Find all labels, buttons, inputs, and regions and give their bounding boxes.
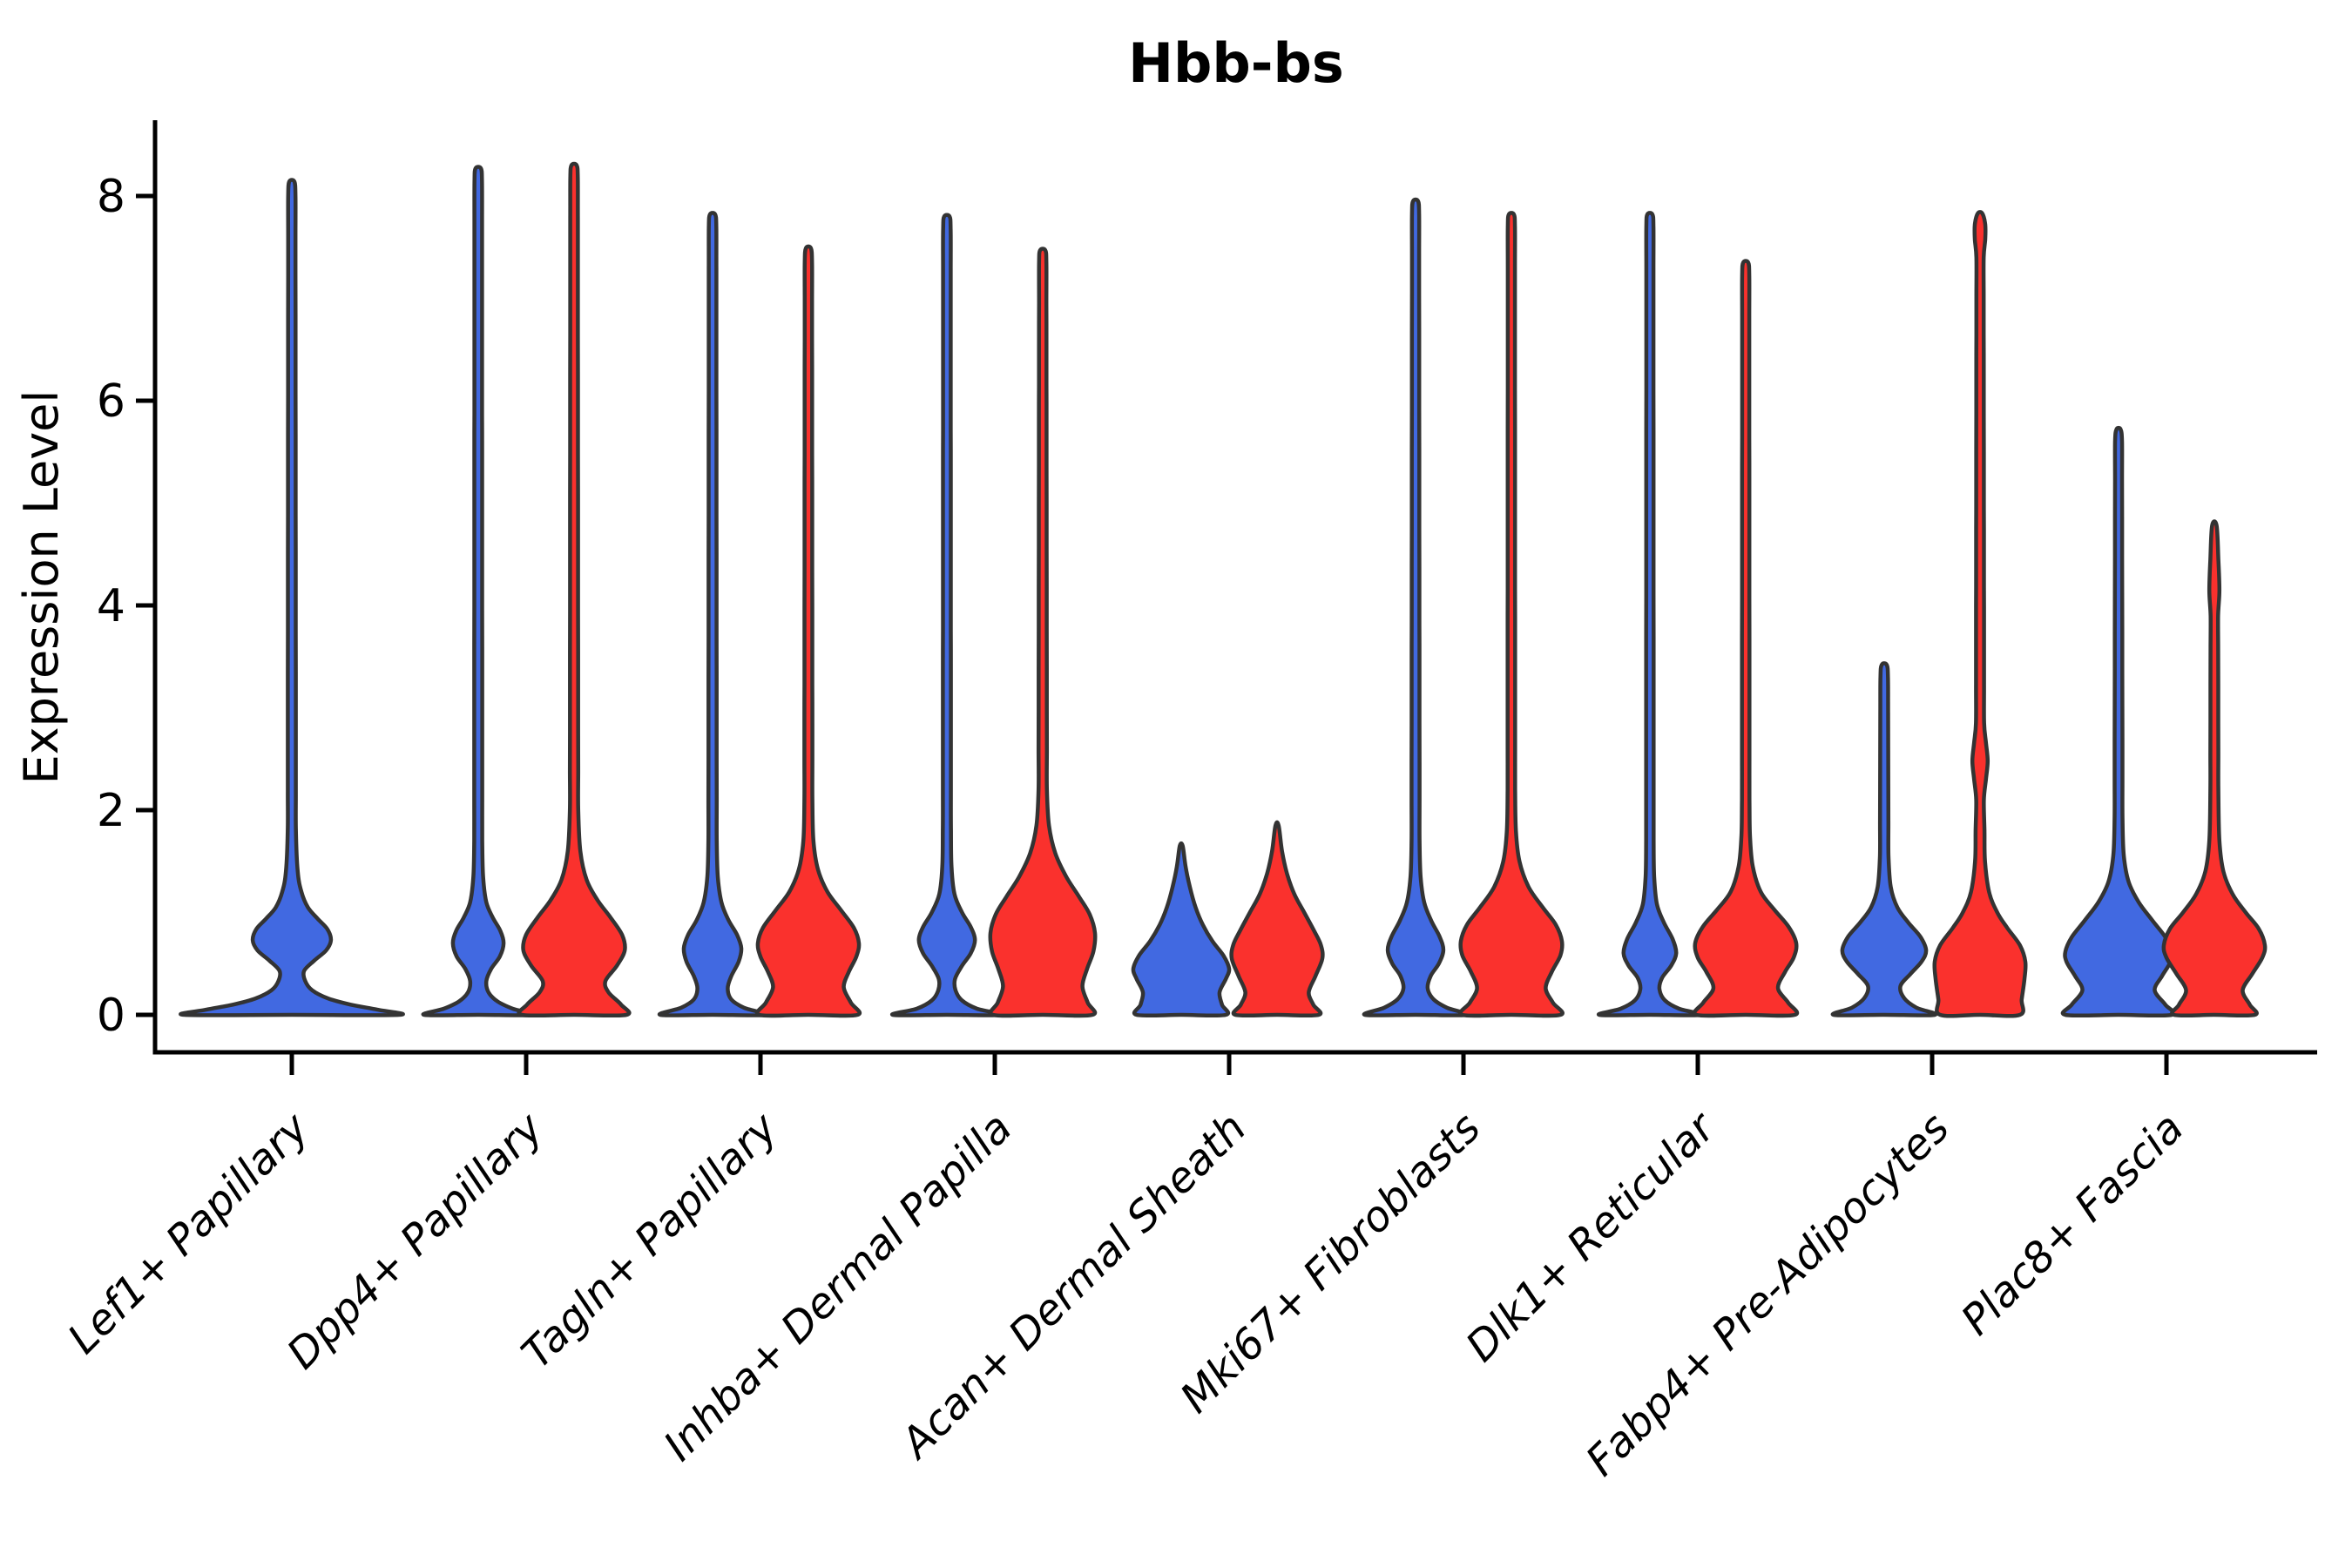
violin-dlk1-reticular-blue [1596,211,1704,1017]
violin-acan-dermal-sheath-blue [1131,841,1232,1018]
violin-mki67-fibroblasts-blue [1362,197,1470,1017]
violin-shapes [179,161,2268,1018]
y-tick-label: 8 [97,171,125,223]
violin-fabp4-pre-adipocytes-red [1932,210,2028,1018]
violin-tagln-papillary-red [754,244,862,1018]
violin-plac8-fascia-red [2161,519,2268,1018]
violin-mki67-fibroblasts-red [1458,211,1565,1018]
y-axis-label: Expression Level [14,390,69,785]
y-tick-label: 4 [97,580,125,632]
violin-tagln-papillary-blue [657,211,768,1017]
x-tick-label-lef1-papillary: Lef1+ Papillary [58,1103,319,1363]
axes [136,120,2317,1075]
axis-spines [152,120,2317,1055]
violin-lef1-papillary-blue [179,178,405,1017]
violin-inhba-dermal-papilla-blue [889,213,1004,1017]
violin-dpp4-papillary-blue [421,165,536,1017]
x-tick-label-dpp4-papillary: Dpp4+ Papillary [278,1103,553,1378]
violin-dlk1-reticular-red [1692,259,1800,1018]
violin-inhba-dermal-papilla-red [988,247,1098,1018]
y-tick-label: 6 [97,375,125,428]
x-tick-label-tagln-papillary: Tagln+ Papillary [512,1103,787,1378]
x-tick-label-plac8-fascia: Plac8+ Fascia [1952,1104,2193,1345]
violin-fabp4-pre-adipocytes-blue [1830,661,1938,1017]
y-tick-label: 0 [97,990,125,1042]
y-tick-label: 2 [97,785,125,837]
violin-plac8-fascia-blue [2060,425,2177,1018]
x-tick-label-dlk1-reticular: Dlk1+ Reticular [1456,1102,1727,1372]
chart-title: Hbb-bs [1128,31,1344,95]
violin-dpp4-papillary-red [517,161,632,1018]
violin-acan-dermal-sheath-red [1229,820,1325,1018]
